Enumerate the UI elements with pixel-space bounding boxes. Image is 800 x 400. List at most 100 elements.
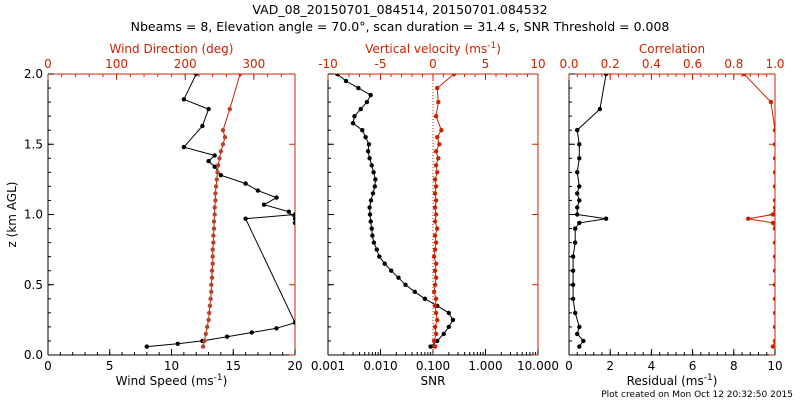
series-1-point (209, 275, 215, 280)
series-1-point (433, 296, 439, 301)
top-tick-label: -10 (318, 57, 338, 71)
series-1-point (435, 85, 440, 91)
series-0-point (366, 142, 372, 147)
series-1-point (772, 268, 775, 273)
series-1-point (432, 268, 438, 273)
series-1-point (433, 261, 439, 266)
series-1-point (200, 344, 206, 349)
series-0-point (206, 158, 211, 164)
top-tick-label: 300 (242, 57, 265, 71)
series-1-point (208, 296, 213, 301)
series-1-point (432, 191, 438, 196)
series-1-point (432, 324, 438, 330)
series-0-point (206, 106, 211, 112)
series-0-point (292, 220, 295, 226)
title-line-2: Nbeams = 8, Elevation angle = 70.0°, sca… (131, 19, 670, 34)
series-0-point (577, 156, 582, 161)
series-0-point (292, 212, 295, 217)
series-0-point (212, 153, 217, 158)
series-0-point (577, 324, 582, 330)
top-tick-label: -5 (375, 57, 387, 71)
series-0-point (370, 233, 375, 238)
series-1-point (746, 216, 751, 221)
series-1-point (431, 289, 437, 294)
series-0-point (350, 121, 356, 126)
series-0-point (274, 326, 279, 331)
y-tick-label: 1.5 (24, 137, 43, 151)
series-1-point (772, 198, 775, 203)
y-tick-label: 2.0 (24, 67, 43, 81)
series-1-point (772, 184, 775, 189)
x-tick-label: 10 (767, 359, 782, 373)
series-1-point (437, 142, 442, 147)
series-0-point (570, 268, 576, 273)
series-group (335, 74, 457, 349)
series-1-point (432, 282, 438, 287)
residual-panel: 0 2 4 6 8 10 0.0 0.2 0.4 0.6 0.8 1.0 Residual (ms-1)… (559, 42, 784, 388)
series-0-point (422, 296, 428, 301)
series-1-point (217, 156, 222, 161)
series-0-point (363, 135, 368, 140)
series-0-point (389, 268, 394, 273)
series-1-point (436, 99, 441, 105)
series-0-point (575, 212, 580, 217)
series-1-point (435, 226, 440, 231)
series-0-point (261, 202, 267, 207)
series-1-point (770, 344, 775, 349)
series-1-point (772, 338, 775, 344)
series-0-point (575, 128, 580, 133)
series-0-point (377, 254, 382, 259)
series-1-point (432, 247, 438, 252)
series-1-point (433, 310, 439, 316)
series-0-point (382, 261, 387, 266)
top-tick-label: 0.0 (559, 57, 578, 71)
series-0-point (577, 220, 582, 226)
y-tick-label: 0.5 (24, 278, 43, 292)
series-0-point (403, 282, 408, 287)
series-0-point (286, 209, 291, 214)
top-tick-label: 0.6 (683, 57, 702, 71)
series-1-point (218, 149, 224, 154)
series-0-point (224, 334, 230, 339)
x-axis-label: Wind Speed (ms-1) (116, 373, 228, 388)
x-tick-label: 1.000 (468, 359, 502, 373)
series-0-point (370, 191, 376, 196)
series-0-point (396, 275, 401, 280)
series-0-point (570, 296, 576, 301)
series-0-point (274, 195, 279, 200)
series-1-point (435, 317, 440, 323)
x-tick-label: 0.100 (416, 359, 450, 373)
series-1-point (211, 240, 216, 245)
series-0-point (243, 216, 248, 221)
series-0-point (446, 310, 451, 316)
series-1-point (220, 142, 226, 147)
series-0-point (369, 226, 374, 231)
series-0-point (597, 106, 603, 112)
series-1-point (772, 170, 775, 175)
x-tick-label: 10.000 (517, 359, 559, 373)
series-1-point (209, 282, 214, 287)
series-1-point (433, 275, 439, 280)
x-tick-label: 0.001 (311, 359, 345, 373)
x-tick-label: 0.010 (363, 359, 397, 373)
top-tick-label: 0.2 (601, 57, 620, 71)
series-1-point (211, 219, 217, 224)
series-0-point (367, 212, 373, 217)
series-0-point (577, 344, 582, 349)
series-1-point (210, 254, 215, 259)
series-0-point (570, 282, 576, 287)
x-axis-label: SNR (421, 374, 446, 388)
series-0-point (356, 85, 361, 91)
series-0-point (435, 338, 440, 344)
series-1-point (215, 170, 220, 175)
series-1-point (432, 177, 438, 182)
series-0-point (364, 99, 370, 105)
series-1-point (205, 324, 210, 330)
top-tick-label: 200 (174, 57, 197, 71)
series-0-point (575, 191, 580, 196)
series-0-line (336, 74, 454, 347)
series-0-point (369, 163, 374, 168)
series-1-point (237, 74, 243, 77)
series-0-point (249, 330, 254, 335)
